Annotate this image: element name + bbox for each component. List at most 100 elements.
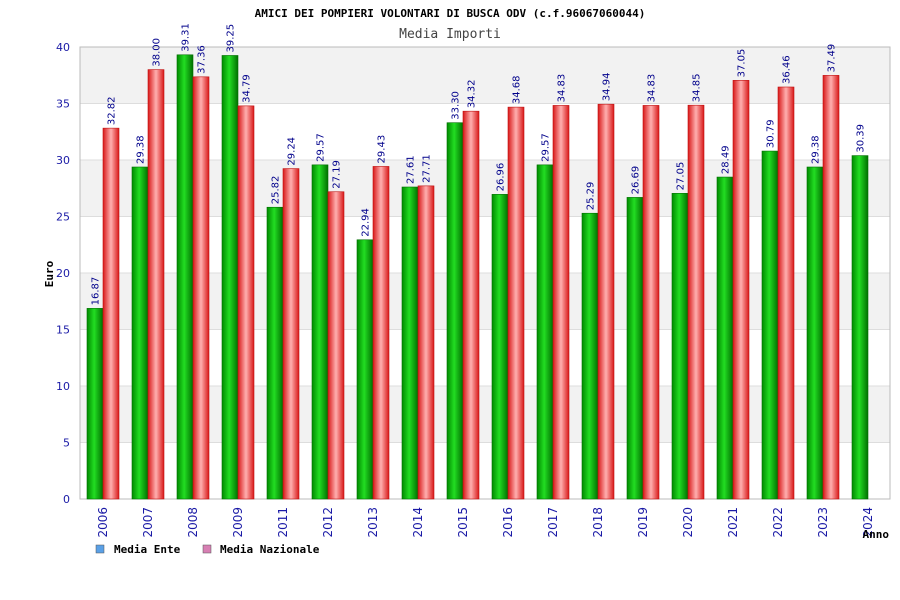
x-tick-label: 2015 [456, 507, 470, 538]
data-label: 26.69 [631, 166, 642, 195]
x-tick-label: 2020 [681, 507, 695, 538]
bar-media-ente [356, 239, 374, 500]
legend-item-media-ente[interactable]: Media Ente [95, 543, 181, 556]
data-label: 25.29 [586, 182, 597, 211]
data-label: 34.79 [242, 74, 253, 103]
y-tick-label: 20 [56, 267, 70, 280]
bar-media-nazionale [777, 86, 795, 500]
x-tick-label: 2009 [231, 507, 245, 538]
data-label: 32.82 [107, 96, 118, 125]
bar-media-nazionale [687, 104, 705, 500]
bar-media-nazionale [822, 75, 840, 500]
x-axis-ticks: 2006 2007 2008 2009 2011 2012 2013 2014 2015 2016… [96, 507, 875, 538]
data-label: 25.82 [271, 176, 282, 205]
bar-media-ente [131, 166, 149, 500]
x-axis-label: Anno [863, 528, 890, 541]
grid-band [80, 103, 890, 160]
data-label: 27.05 [676, 162, 687, 191]
x-tick-label: 2024 [861, 507, 875, 538]
data-label: 29.38 [136, 135, 147, 164]
y-tick-label: 0 [63, 493, 70, 506]
bar-media-ente [311, 164, 329, 500]
bar-media-nazionale [192, 76, 210, 500]
data-label: 37.36 [197, 45, 208, 74]
data-label: 29.43 [377, 135, 388, 164]
y-tick-label: 10 [56, 380, 70, 393]
bar-media-nazionale [372, 166, 390, 500]
bar-media-ente [221, 55, 239, 500]
legend: Media Ente Media Nazionale [95, 543, 320, 556]
bar-media-ente [671, 193, 689, 500]
grid-band [80, 216, 890, 273]
legend-label-media-nazionale: Media Nazionale [220, 543, 320, 556]
data-label: 36.46 [782, 55, 793, 84]
bar-media-ente [446, 122, 464, 500]
bar-media-nazionale [597, 103, 615, 500]
bar-media-ente [851, 155, 869, 500]
y-tick-label: 25 [56, 211, 70, 224]
bar-media-nazionale [642, 105, 660, 500]
bar-media-ente [536, 164, 554, 500]
plot-frame [79, 46, 891, 500]
x-tick-label: 2017 [546, 507, 560, 538]
bar-media-nazionale [417, 185, 435, 500]
x-tick-label: 2021 [726, 507, 740, 538]
x-tick-label: 2008 [186, 507, 200, 538]
data-label: 39.25 [226, 24, 237, 53]
y-tick-label: 40 [56, 41, 70, 54]
y-axis-label: Euro [43, 260, 56, 287]
y-tick-label: 30 [56, 154, 70, 167]
bars [86, 54, 869, 500]
data-label: 29.24 [287, 137, 298, 166]
data-label: 29.38 [811, 135, 822, 164]
plot-background [79, 46, 891, 500]
grid-band [80, 47, 890, 104]
data-label: 34.85 [692, 74, 703, 103]
data-label: 34.32 [467, 80, 478, 109]
y-axis-ticks: 0 5 10 15 20 25 30 35 40 [56, 41, 70, 506]
x-tick-label: 2007 [141, 507, 155, 538]
x-tick-label: 2013 [366, 507, 380, 538]
bar-media-nazionale [327, 191, 345, 500]
x-tick-label: 2022 [771, 507, 785, 538]
data-label: 29.57 [316, 133, 327, 162]
grid-band [80, 160, 890, 217]
data-label: 34.83 [557, 74, 568, 103]
legend-swatch-media-nazionale [202, 544, 212, 554]
bar-media-ente [626, 197, 644, 500]
bar-media-ente [176, 54, 194, 500]
bar-media-ente [806, 166, 824, 500]
data-label: 27.61 [406, 155, 417, 184]
legend-swatch-media-ente [95, 544, 105, 554]
bar-media-nazionale [102, 127, 120, 500]
bar-media-ente [716, 176, 734, 500]
x-tick-label: 2014 [411, 507, 425, 538]
legend-item-media-nazionale[interactable]: Media Nazionale [202, 543, 320, 556]
bar-media-ente [581, 212, 599, 500]
x-tick-label: 2011 [276, 507, 290, 538]
grid-band [80, 442, 890, 499]
data-label: 29.57 [541, 133, 552, 162]
bar-media-ente [761, 150, 779, 500]
bar-media-ente [491, 194, 509, 500]
x-tick-label: 2023 [816, 507, 830, 538]
y-tick-label: 15 [56, 324, 70, 337]
bar-media-nazionale [237, 105, 255, 500]
data-label: 27.71 [422, 154, 433, 183]
data-label: 34.68 [512, 75, 523, 104]
bar-media-nazionale [552, 105, 570, 500]
data-label: 30.39 [856, 124, 867, 153]
data-label: 34.94 [602, 73, 613, 102]
data-label: 26.96 [496, 163, 507, 192]
bar-media-nazionale [147, 69, 165, 500]
bar-media-nazionale [732, 80, 750, 500]
bar-media-ente [86, 308, 104, 500]
grid-band [80, 273, 890, 330]
data-label: 16.87 [91, 277, 102, 306]
x-tick-label: 2016 [501, 507, 515, 538]
x-tick-label: 2019 [636, 507, 650, 538]
data-label: 37.05 [737, 49, 748, 78]
data-label: 33.30 [451, 91, 462, 120]
legend-label-media-ente: Media Ente [114, 543, 181, 556]
